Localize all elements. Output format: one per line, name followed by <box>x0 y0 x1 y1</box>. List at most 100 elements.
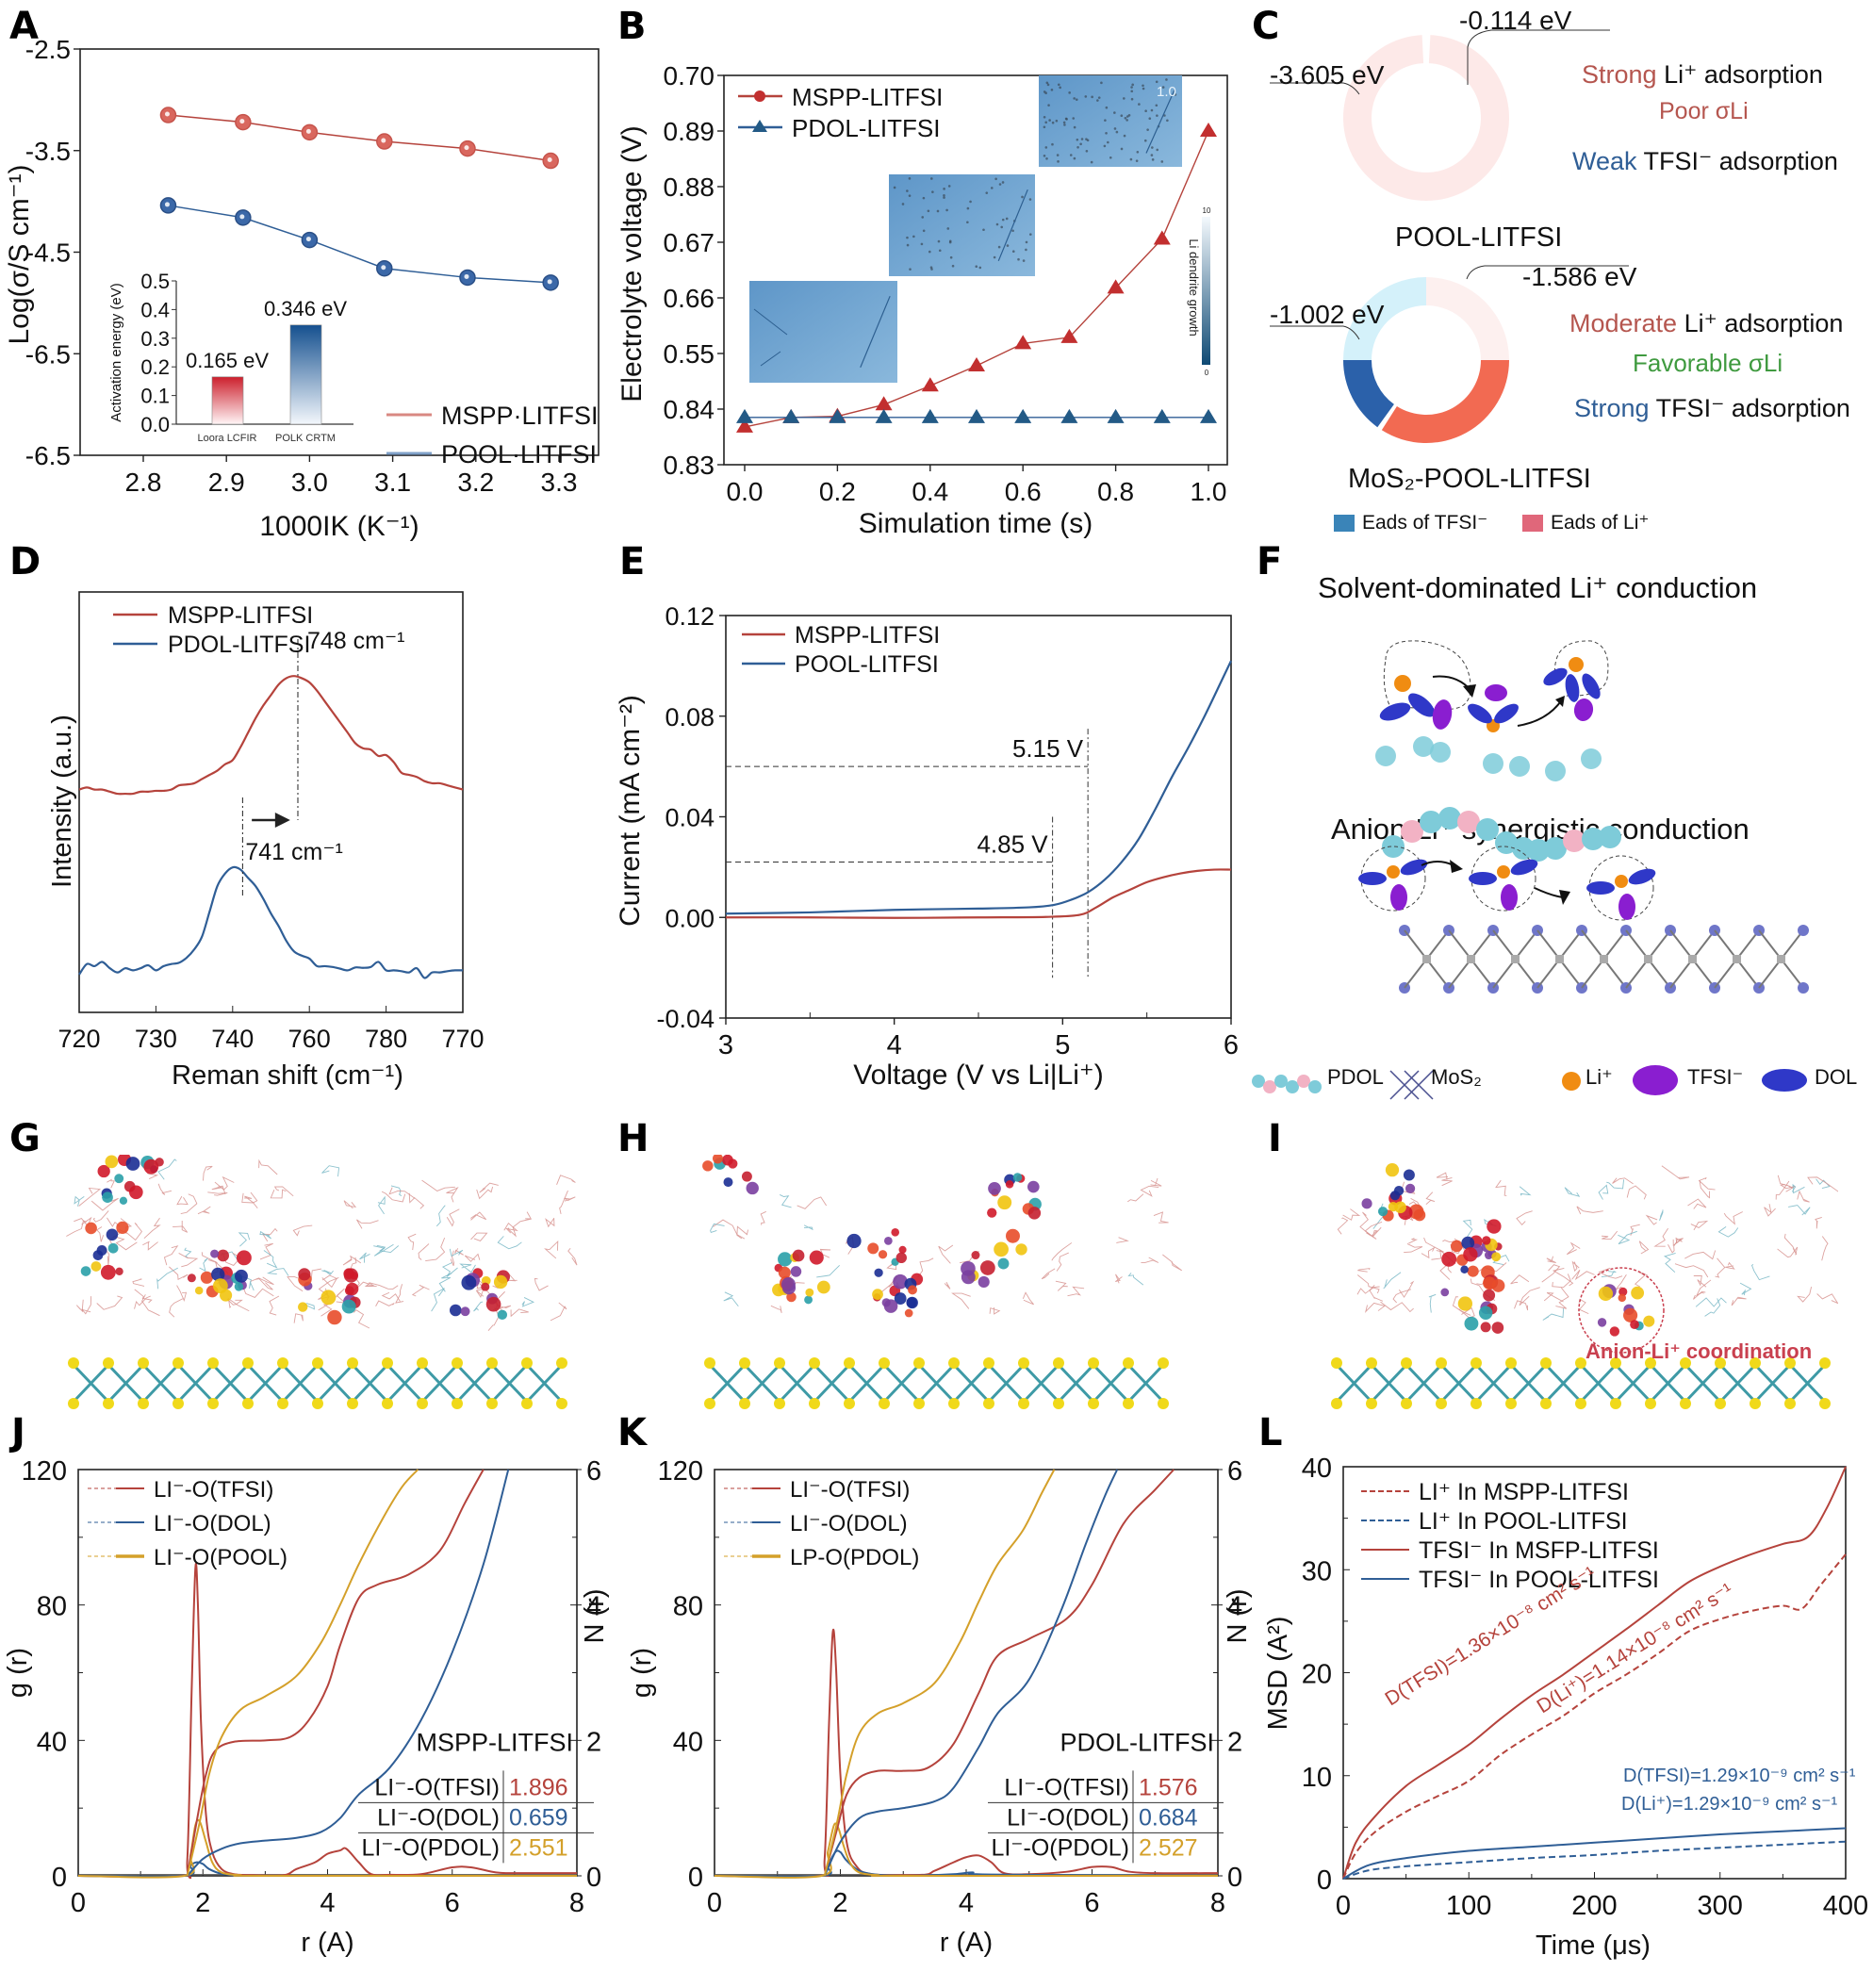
ion-atom <box>1027 1180 1040 1193</box>
colorbar-tick: 10 <box>1203 206 1211 215</box>
dendrite-dot <box>1073 97 1076 100</box>
polymer-segment <box>1699 1179 1711 1199</box>
note-rest: Li⁺ adsorption <box>1677 309 1844 337</box>
polymer-segment <box>266 1268 289 1276</box>
polymer-segment <box>545 1217 555 1228</box>
dendrite-dot <box>1079 142 1082 146</box>
mos2-bond <box>1509 1363 1548 1404</box>
y2-tick-label: 0 <box>586 1863 601 1893</box>
y-tick-label: 10 <box>1302 1763 1332 1793</box>
polymer-segment <box>736 1225 748 1240</box>
chart-k-rdf-pdol: 0 40 80 120 0 2 4 6 0 2 4 6 8 r (A) g (r) N (r) LI⁻-O(TF… <box>627 1456 1253 1958</box>
mos2-bond <box>1614 1363 1652 1404</box>
polymer-segment <box>395 1284 404 1304</box>
polymer-segment <box>1407 1238 1419 1244</box>
polymer-segment <box>1421 1246 1436 1259</box>
polymer-segment <box>178 1253 199 1268</box>
polymer-segment <box>1404 1243 1423 1253</box>
sulfur-atom <box>774 1398 785 1409</box>
polymer-segment <box>353 1309 370 1329</box>
sulfur-atom <box>556 1398 567 1409</box>
mos2-bond <box>1718 1363 1757 1404</box>
x-tick-label: 720 <box>58 1025 100 1053</box>
data-point-highlight <box>381 138 386 143</box>
mos2-bond <box>778 1363 816 1404</box>
cn-table-label: LI⁻-O(PDOL) <box>991 1834 1129 1861</box>
dol-molecule <box>1468 703 1492 724</box>
ion-atom <box>728 1158 738 1169</box>
sulfur-atom <box>452 1398 463 1409</box>
dendrite-dot <box>1104 119 1107 122</box>
polymer-segment <box>464 1253 481 1262</box>
polymer-segment <box>1423 1237 1444 1253</box>
dendrite-dot <box>1062 121 1066 124</box>
polymer-segment <box>1618 1230 1637 1245</box>
dendrite-dot <box>1069 154 1073 156</box>
md-snapshot-h <box>702 1155 1183 1409</box>
ion-atom <box>872 1289 883 1300</box>
dendrite-dot <box>949 255 953 259</box>
y-tick-label: 0 <box>52 1863 67 1893</box>
data-point-triangle <box>1060 408 1078 423</box>
ion-atom <box>1480 1322 1491 1333</box>
polymer-segment <box>369 1282 399 1290</box>
sulfur-atom <box>1798 925 1809 936</box>
polymer-segment <box>567 1247 578 1266</box>
polymer-segment <box>1153 1211 1169 1224</box>
polymer-segment <box>107 1178 115 1189</box>
dendrite-dot <box>1156 148 1159 152</box>
dendrite-dot <box>943 193 945 197</box>
series-li-in-mspp-litfsi <box>1342 1553 1847 1880</box>
inset-bar <box>211 376 244 425</box>
legend-label: MSPP-LITFSI <box>795 622 940 649</box>
sulfur-atom <box>948 1357 960 1369</box>
polymer-segment <box>473 1301 484 1312</box>
note-prefix: Strong <box>1582 60 1657 89</box>
polymer-segment <box>1392 1289 1412 1304</box>
sulfur-atom <box>173 1398 184 1409</box>
note-rest: TFSI⁻ adsorption <box>1636 147 1838 175</box>
y-axis-label: g (r) <box>3 1648 33 1698</box>
ion-atom <box>874 1268 883 1277</box>
y-tick-label: -6.5 <box>25 441 71 470</box>
dendrite-dot <box>1051 142 1054 146</box>
sulfur-atom <box>103 1398 114 1409</box>
data-point-triangle <box>968 408 985 423</box>
pdol-bead <box>1509 756 1530 777</box>
ring2-segment-tfsi <box>1343 360 1394 428</box>
polymer-segment <box>1659 1209 1664 1221</box>
dendrite-dot <box>1156 114 1158 117</box>
ion-atom <box>1623 1307 1638 1323</box>
panel-label-e: E <box>619 540 646 583</box>
dendrite-dot <box>1124 116 1127 120</box>
polymer-segment <box>1602 1230 1618 1240</box>
hop-arrow <box>1517 701 1561 727</box>
mos2-bond <box>351 1363 389 1404</box>
i-annotation: Anion-Li⁺ coordination <box>1585 1339 1813 1363</box>
ring1-note-1: Strong Li⁺ adsorption <box>1582 62 1823 88</box>
dendrite-dot <box>1057 160 1060 163</box>
y-tick-label: 20 <box>1302 1660 1332 1690</box>
ring1-leader-li <box>1270 82 1360 95</box>
polymer-segment <box>241 1191 258 1204</box>
dendrite-dot <box>1073 125 1076 129</box>
dendrite-dot <box>1148 117 1152 121</box>
ion-atom <box>988 1182 1001 1195</box>
polymer-segment <box>1495 1179 1507 1196</box>
series-line-mspp <box>78 675 464 796</box>
polymer-segment <box>1653 1227 1668 1247</box>
sulfur-atom <box>1436 1398 1447 1409</box>
inset-y-axis-label: Activation energy (eV) <box>108 283 124 422</box>
ring2-title: MoS₂-POOL-LITFSI <box>1348 464 1591 494</box>
mos2-bond <box>316 1363 354 1404</box>
colorbar-tick: 0 <box>1205 369 1209 377</box>
series-line-pool <box>168 205 551 284</box>
mos2-bond <box>1092 1363 1130 1404</box>
deposition-image-t05 <box>889 174 1035 276</box>
polymer-segment <box>269 1295 280 1316</box>
image-background <box>1039 75 1182 167</box>
y-tick-label: -6.5 <box>25 339 71 369</box>
ion-atom <box>106 1228 119 1241</box>
ion-atom <box>107 1242 119 1254</box>
y-tick-label: 80 <box>673 1592 703 1622</box>
